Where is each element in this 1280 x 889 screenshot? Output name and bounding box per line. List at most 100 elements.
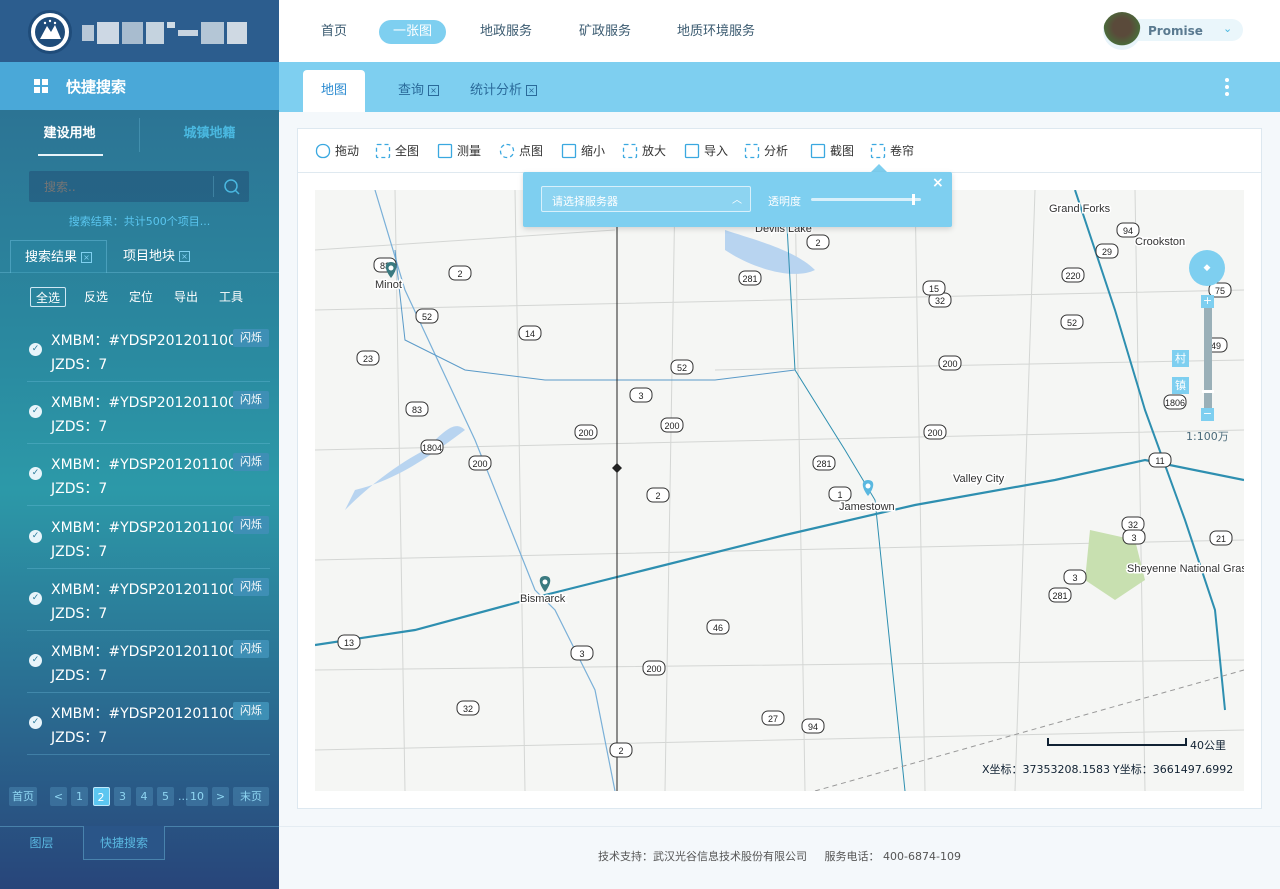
page-prev[interactable]: < [50,787,67,806]
list-item[interactable]: ✓ XMBM：#YDSP2012011002 JZDS：7 闪烁 [27,631,270,693]
scalebar [1047,738,1187,746]
route-shield: 3 [1063,569,1087,585]
svg-text:52: 52 [1067,318,1077,328]
close-icon[interactable]: × [932,175,944,191]
top-nav: Promise ⌄ 首页 一张图 地政服务 矿政服务 地质环境服务 [279,0,1280,62]
tool-2[interactable]: 测量 [437,143,481,159]
tool-5[interactable]: 放大 [622,143,666,159]
tab-project-parcels[interactable]: 项目地块 × [109,240,204,273]
svg-text:220: 220 [1065,271,1080,281]
close-icon[interactable]: × [526,85,538,96]
page-first[interactable]: 首页 [9,787,37,806]
check-icon[interactable]: ✓ [29,654,42,667]
flash-button[interactable]: 闪烁 [233,391,269,410]
tool-9[interactable]: 卷帘 [870,143,914,159]
tool-6[interactable]: 导入 [684,143,728,159]
close-icon[interactable]: × [428,85,440,96]
close-icon[interactable]: × [81,252,93,263]
page-last[interactable]: 末页 [233,787,269,806]
flash-button[interactable]: 闪烁 [233,515,269,534]
svg-text:83: 83 [380,261,390,271]
swipe-icon [870,143,886,159]
flash-button[interactable]: 闪烁 [233,453,269,472]
tab-town-cadastre[interactable]: 城镇地籍 [183,126,236,141]
route-shield: 27 [761,710,785,726]
action-3[interactable]: 导出 [174,290,199,304]
zoom-slider[interactable] [1202,308,1214,408]
tool-7[interactable]: 分析 [744,143,788,159]
check-icon[interactable]: ✓ [29,716,42,730]
tool-4[interactable]: 缩小 [561,143,605,159]
flash-button[interactable]: 闪烁 [233,577,269,596]
opacity-slider[interactable] [811,194,921,205]
action-0[interactable]: 全选 [30,287,67,307]
tool-1[interactable]: 全图 [375,143,419,159]
list-item[interactable]: ✓ XMBM：#YDSP2012011002 JZDS：7 闪烁 [27,382,270,445]
list-item[interactable]: ✓ XMBM：#YDSP2012011002 JZDS：7 闪烁 [27,320,270,382]
close-icon[interactable]: × [179,251,191,262]
list-item[interactable]: ✓ XMBM：#YDSP2012011002 JZDS：7 闪烁 [27,444,270,507]
page-n4[interactable]: 5 [157,787,174,806]
result-summary: 搜索结果：共计500个项目... [68,215,211,228]
flash-button[interactable]: 闪烁 [233,329,269,347]
map-canvas[interactable]: 83 2 52 14 23 83 1804 200 52 3 200 200 281 2 281 32 15 20… [315,190,1244,791]
route-shield: 2 [609,742,633,758]
page-n1[interactable]: 2 [92,787,110,806]
tab-layers[interactable]: 图层 [29,836,54,850]
page-last_page[interactable]: 10 [186,787,208,806]
page-ellipsis: ... [178,790,189,803]
tool-8[interactable]: 截图 [810,143,854,159]
page-n3[interactable]: 4 [135,787,153,806]
search-input[interactable] [29,171,213,202]
item-code: XMBM：#YDSP2012011002 [51,581,246,598]
user-menu[interactable]: Promise ⌄ [1103,12,1244,50]
tab-search-results[interactable]: 搜索结果 × [10,240,108,273]
tab-2[interactable]: 统计分析 × [452,70,555,112]
svg-text:75: 75 [1215,286,1225,296]
village-button[interactable]: 村 [1172,350,1189,367]
check-icon[interactable]: ✓ [29,343,42,356]
check-icon[interactable]: ✓ [29,467,42,481]
action-4[interactable]: 工具 [219,290,244,304]
page-next[interactable]: > [212,787,229,806]
nav-item-0[interactable]: 首页 [321,24,348,39]
route-shield: 29 [1095,243,1119,259]
check-icon[interactable]: ✓ [29,529,42,543]
item-code: XMBM：#YDSP2012011002 [51,519,246,536]
svg-text:83: 83 [412,405,422,415]
town-button[interactable]: 镇 [1172,377,1189,394]
check-icon[interactable]: ✓ [29,591,42,605]
action-2[interactable]: 定位 [129,290,154,304]
tool-3[interactable]: 点图 [499,143,543,159]
svg-text:3: 3 [579,649,584,659]
tool-0[interactable]: 拖动 [315,143,359,159]
hand-icon [315,143,331,159]
tab-1[interactable]: 查询 × [380,70,457,112]
tab-quick-search[interactable]: 快捷搜索 [83,826,165,860]
list-item[interactable]: ✓ XMBM：#YDSP2012011002 JZDS：7 闪烁 [27,507,270,569]
list-item[interactable]: ✓ XMBM：#YDSP2012011002 JZDS：7 闪烁 [27,693,270,756]
flash-button[interactable]: 闪烁 [233,640,269,658]
pan-control[interactable]: ◆ [1189,250,1225,286]
more-menu-icon[interactable] [1225,78,1229,96]
sidebar: 快捷搜索 建设用地 城镇地籍 搜索结果：共计500个项目... 搜索结果× 项目… [0,0,279,889]
nav-item-2[interactable]: 地政服务 [480,24,533,39]
nav-item-4[interactable]: 地质环境服务 [677,24,756,39]
tab-construction-land[interactable]: 建设用地 [0,110,139,158]
check-icon[interactable]: ✓ [29,405,42,419]
route-shield: 52 [1060,314,1084,330]
svg-text:2: 2 [815,238,820,248]
list-item[interactable]: ✓ XMBM：#YDSP2012011002 JZDS：7 闪烁 [27,569,270,631]
nav-item-3[interactable]: 矿政服务 [579,24,632,39]
zoom-out-button[interactable]: − [1201,407,1214,421]
server-select[interactable]: 请选择服务器 ︿ [541,186,751,212]
tab-0[interactable]: 地图 [303,70,366,112]
route-shield: 23 [356,350,380,366]
zoom-in-button[interactable]: + [1201,294,1214,308]
action-1[interactable]: 反选 [84,290,109,304]
page-n0[interactable]: 1 [71,787,88,806]
search-icon[interactable] [223,178,241,196]
page-n2[interactable]: 3 [114,787,131,806]
nav-item-1[interactable]: 一张图 [379,20,447,44]
flash-button[interactable]: 闪烁 [233,702,269,721]
